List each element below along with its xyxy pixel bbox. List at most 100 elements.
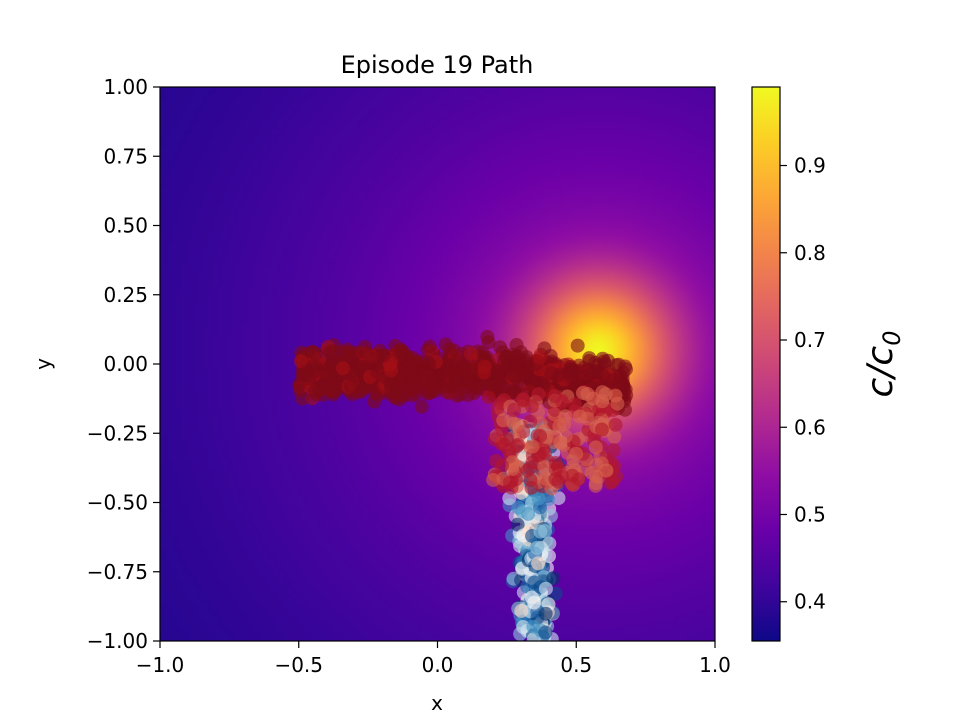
y-tick-label: −0.25 xyxy=(87,421,148,445)
path-point xyxy=(349,345,364,360)
path-point xyxy=(569,446,584,461)
path-point xyxy=(456,360,471,375)
path-point xyxy=(555,395,570,410)
path-point xyxy=(295,391,310,406)
colorbar xyxy=(751,86,781,642)
path-point xyxy=(582,351,597,366)
path-point xyxy=(396,347,411,362)
path-point xyxy=(524,399,539,414)
path-point xyxy=(558,429,573,444)
colorbar-tick-label: 0.4 xyxy=(794,590,826,614)
path-point xyxy=(502,475,517,490)
path-point xyxy=(538,625,553,640)
y-axis-label: y xyxy=(31,358,55,370)
path-point xyxy=(507,403,522,418)
path-point xyxy=(589,469,604,484)
path-point xyxy=(531,556,546,571)
path-point xyxy=(306,358,321,373)
path-point xyxy=(414,399,429,414)
path-point xyxy=(537,459,552,474)
path-point xyxy=(538,524,553,539)
path-point xyxy=(538,606,553,621)
y-tick-label: 0.00 xyxy=(103,352,148,376)
path-point xyxy=(499,432,514,447)
path-point xyxy=(429,383,444,398)
path-point xyxy=(523,473,538,488)
path-point xyxy=(570,338,585,353)
path-point xyxy=(481,335,496,350)
x-tick-label: −1.0 xyxy=(136,653,185,677)
path-point xyxy=(359,345,374,360)
path-point xyxy=(531,387,546,402)
x-axis-ticks: −1.0 −0.5 0.0 0.5 1.0 xyxy=(136,641,731,677)
x-tick-label: 0.5 xyxy=(560,653,592,677)
path-point xyxy=(572,409,587,424)
path-point xyxy=(523,414,538,429)
path-point xyxy=(383,375,398,390)
path-point xyxy=(292,377,307,392)
path-point xyxy=(308,346,323,361)
path-point xyxy=(516,620,531,635)
path-point xyxy=(551,491,566,506)
path-point xyxy=(502,491,517,506)
path-point xyxy=(490,367,505,382)
y-tick-label: 1.00 xyxy=(103,75,148,99)
path-point xyxy=(376,348,391,363)
colorbar-tick-label: 0.7 xyxy=(794,328,826,352)
path-point xyxy=(494,458,509,473)
path-point xyxy=(384,363,399,378)
path-point xyxy=(496,413,511,428)
path-point xyxy=(582,368,597,383)
path-point xyxy=(511,500,526,515)
path-point xyxy=(595,385,610,400)
path-point xyxy=(611,357,626,372)
path-points-layer xyxy=(292,329,634,641)
path-point xyxy=(463,346,478,361)
path-point xyxy=(538,581,553,596)
colorbar-tick-label: 0.9 xyxy=(794,154,826,178)
path-point xyxy=(525,439,540,454)
path-point xyxy=(565,477,580,492)
path-point xyxy=(499,349,514,364)
path-point xyxy=(594,422,609,437)
chart-title: Episode 19 Path xyxy=(341,51,534,79)
path-point xyxy=(526,619,541,634)
path-point xyxy=(533,428,548,443)
path-point xyxy=(543,348,558,363)
path-point xyxy=(445,358,460,373)
path-point xyxy=(548,456,563,471)
path-point xyxy=(527,595,542,610)
path-point xyxy=(370,364,385,379)
path-point xyxy=(510,517,525,532)
path-point xyxy=(595,369,610,384)
path-point xyxy=(481,390,496,405)
y-tick-label: −0.50 xyxy=(87,491,148,515)
path-point xyxy=(486,472,501,487)
y-tick-label: −0.75 xyxy=(87,560,148,584)
path-point xyxy=(347,369,362,384)
colorbar-ticks: 0.4 0.5 0.6 0.7 0.8 0.9 xyxy=(780,154,826,614)
path-point xyxy=(449,374,464,389)
x-tick-label: 1.0 xyxy=(699,653,731,677)
path-point xyxy=(438,337,453,352)
path-point xyxy=(322,382,337,397)
path-point xyxy=(599,463,614,478)
path-point xyxy=(608,417,623,432)
path-point xyxy=(618,382,633,397)
x-tick-label: −0.5 xyxy=(274,653,323,677)
path-point xyxy=(514,603,529,618)
path-point xyxy=(567,397,582,412)
path-point xyxy=(460,387,475,402)
y-tick-label: 0.25 xyxy=(103,283,148,307)
path-point xyxy=(532,350,547,365)
path-point xyxy=(524,375,539,390)
path-point xyxy=(565,371,580,386)
y-axis-ticks: 1.00 0.75 0.50 0.25 0.00 −0.25 −0.50 −0.75 −1.00 xyxy=(87,75,160,653)
x-tick-label: 0.0 xyxy=(422,653,454,677)
path-point xyxy=(407,358,422,373)
path-point xyxy=(408,375,423,390)
x-axis-label: x xyxy=(431,691,443,715)
path-point xyxy=(421,363,436,378)
y-tick-label: 0.75 xyxy=(103,144,148,168)
